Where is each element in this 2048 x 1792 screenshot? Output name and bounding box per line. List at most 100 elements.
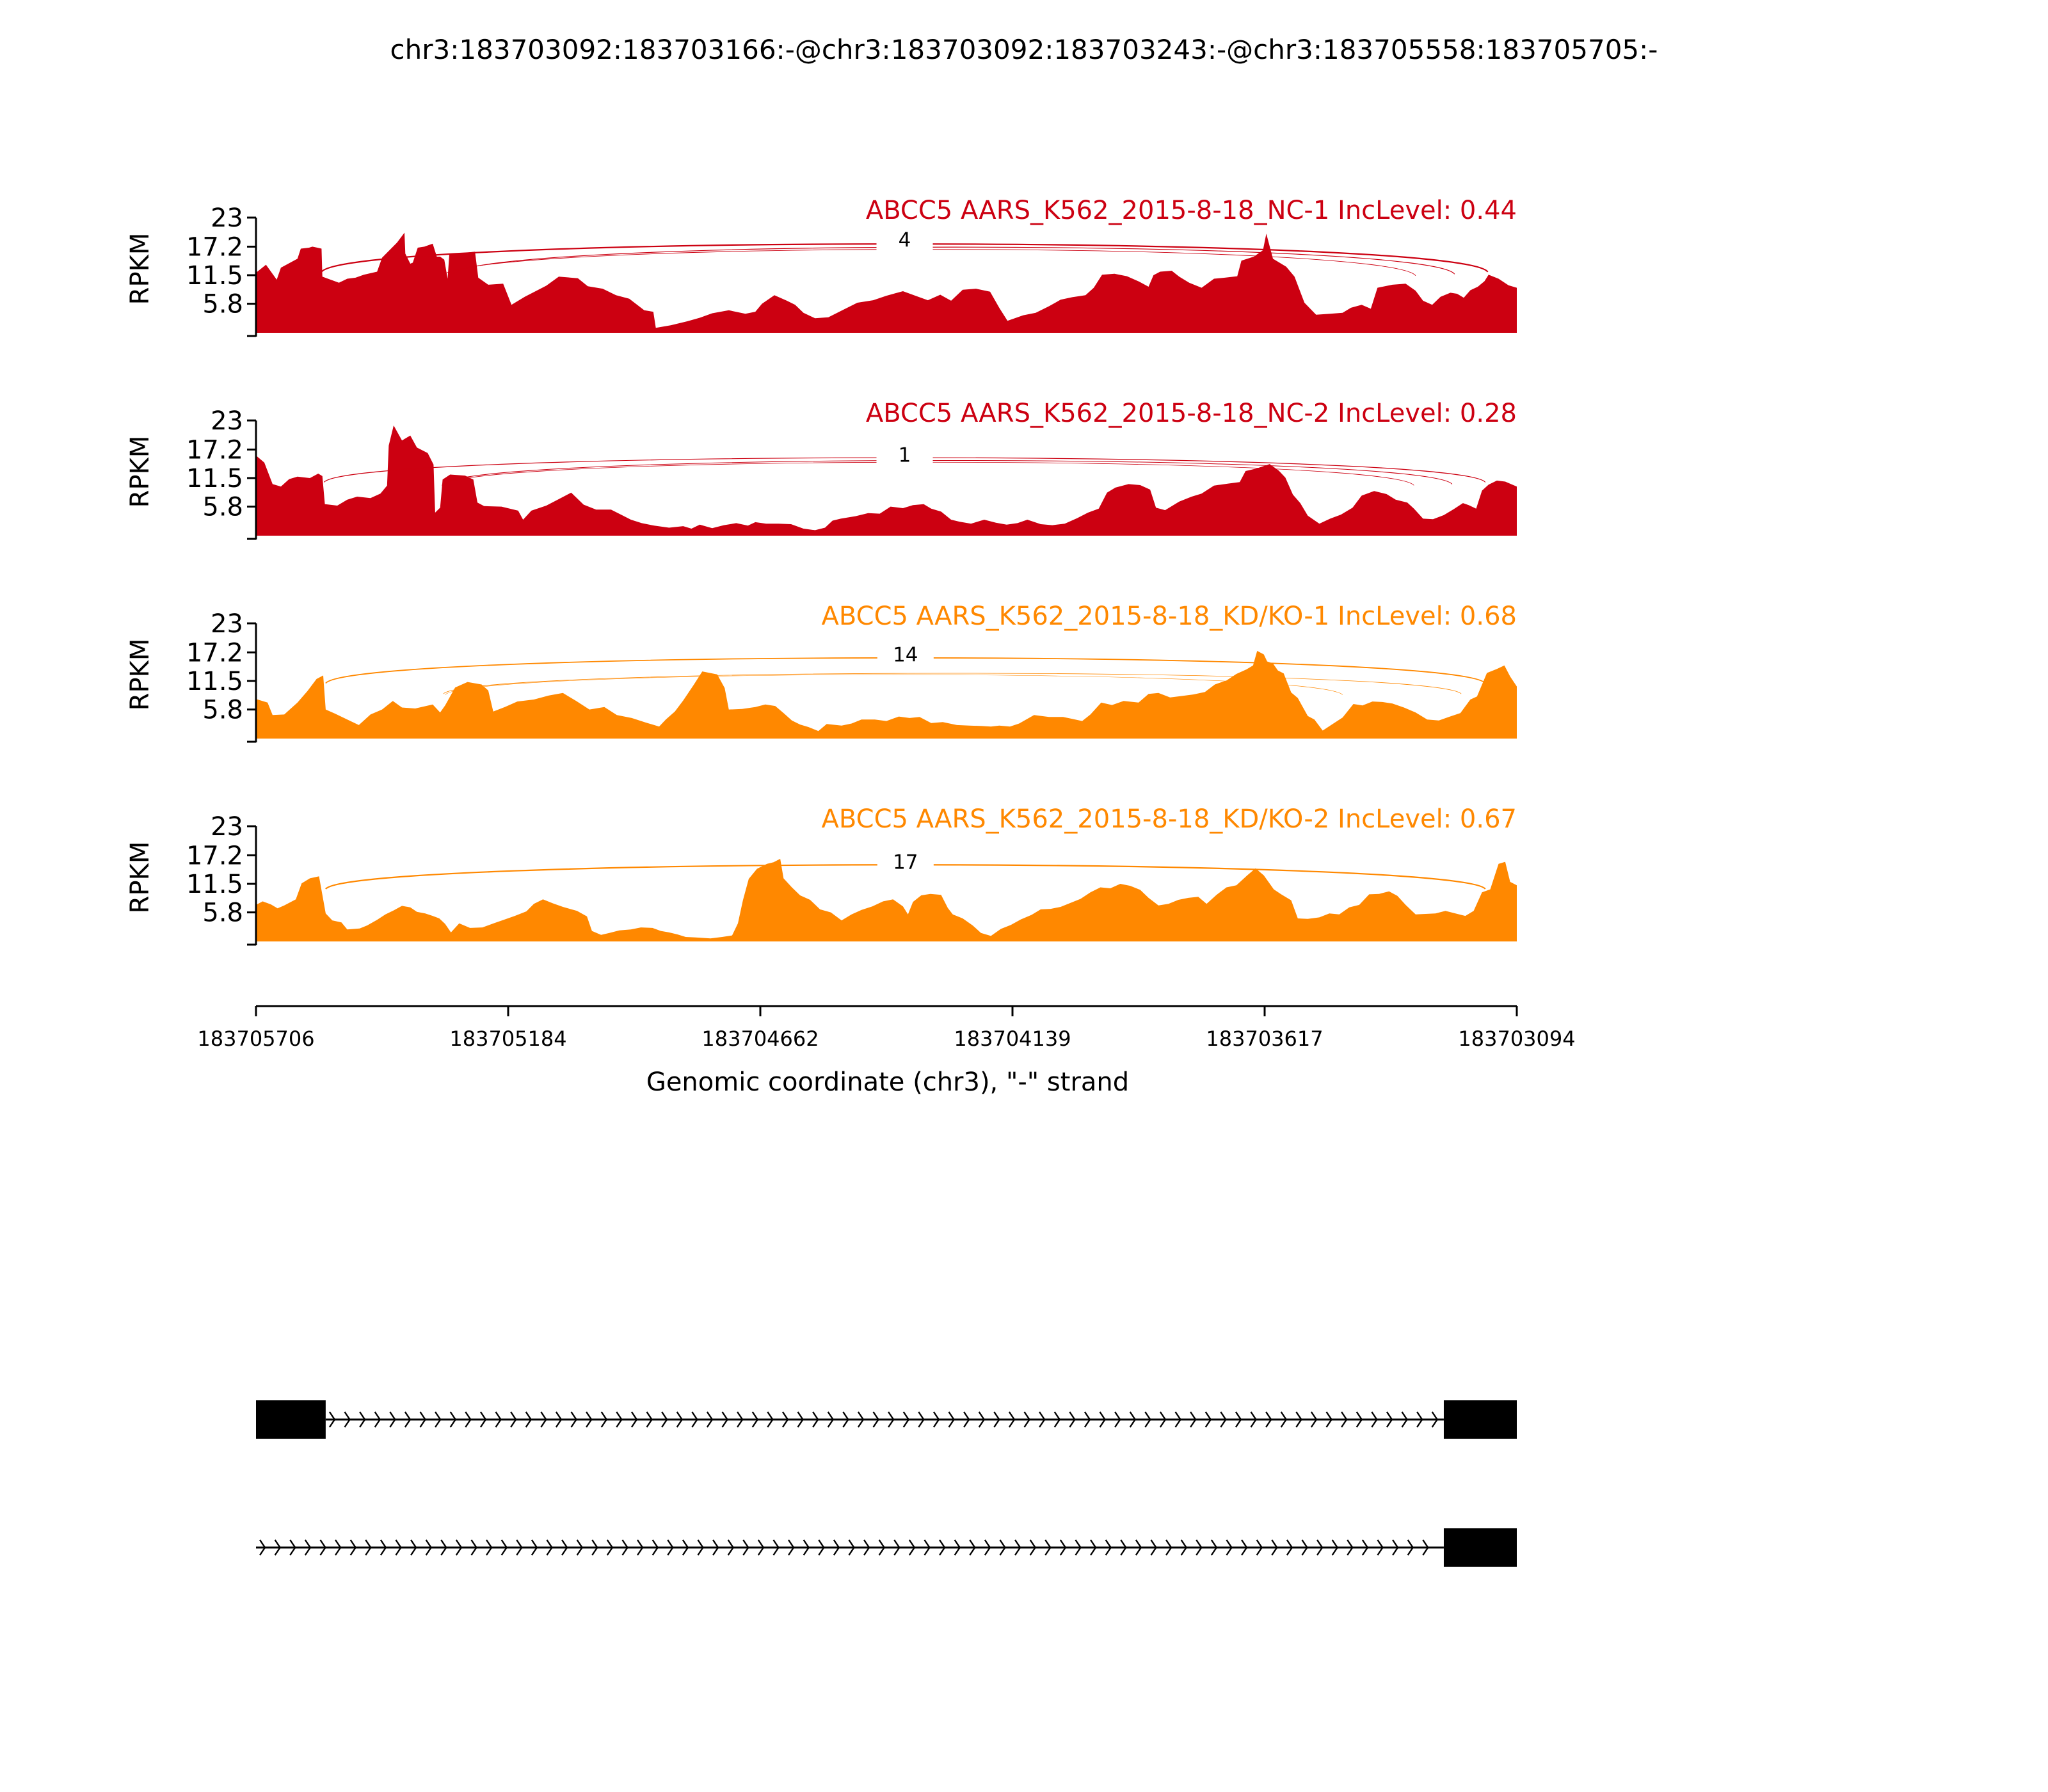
strand-chevron	[969, 1539, 976, 1556]
strand-chevron	[1325, 1411, 1332, 1428]
junction-arc-2	[443, 673, 1462, 694]
strand-chevron	[359, 1411, 366, 1428]
strand-chevron	[661, 1411, 668, 1428]
track-title: ABCC5 AARS_K562_2015-8-18_KD/KO-1 IncLev…	[822, 602, 1517, 631]
strand-chevron	[335, 1539, 342, 1556]
strand-chevron	[1150, 1539, 1157, 1556]
y-tick-label: 23	[211, 812, 243, 842]
track-title: ABCC5 AARS_K562_2015-8-18_KD/KO-2 IncLev…	[822, 804, 1517, 834]
strand-chevron	[486, 1539, 493, 1556]
strand-chevron	[1084, 1411, 1091, 1428]
strand-chevron	[939, 1539, 946, 1556]
strand-chevron	[737, 1411, 744, 1428]
strand-chevron	[630, 1411, 638, 1428]
strand-chevron	[561, 1539, 568, 1556]
strand-chevron	[1204, 1411, 1212, 1428]
strand-chevron	[395, 1539, 402, 1556]
strand-chevron	[727, 1539, 735, 1556]
strand-chevron	[1135, 1539, 1142, 1556]
strand-chevron	[706, 1411, 714, 1428]
strand-chevron	[1280, 1411, 1288, 1428]
strand-chevron	[591, 1539, 598, 1556]
y-tick-label: 11.5	[186, 464, 243, 493]
strand-chevron	[767, 1411, 774, 1428]
strand-chevron	[440, 1539, 447, 1556]
strand-chevron	[781, 1411, 789, 1428]
strand-chevron	[1431, 1411, 1439, 1428]
coverage-area	[256, 858, 1517, 941]
strand-chevron	[621, 1539, 628, 1556]
strand-chevron	[842, 1411, 849, 1428]
strand-chevron	[691, 1411, 698, 1428]
strand-chevron	[1129, 1411, 1137, 1428]
y-tick-label: 17.2	[186, 841, 243, 870]
coverage-area	[256, 651, 1517, 739]
strand-chevron	[984, 1539, 991, 1556]
gene-model-1	[256, 1400, 1517, 1439]
x-tick-label: 183703094	[1458, 1027, 1575, 1051]
y-tick-label: 5.8	[202, 696, 243, 725]
strand-chevron	[1075, 1539, 1082, 1556]
strand-chevron	[833, 1539, 840, 1556]
y-axis-label: RPKM	[125, 639, 155, 711]
strand-chevron	[1392, 1539, 1399, 1556]
strand-chevron	[757, 1539, 765, 1556]
strand-chevron	[667, 1539, 674, 1556]
strand-chevron	[570, 1411, 577, 1428]
strand-chevron	[954, 1539, 961, 1556]
strand-chevron	[606, 1539, 614, 1556]
strand-chevron	[500, 1539, 508, 1556]
strand-chevron	[1090, 1539, 1097, 1556]
strand-chevron	[872, 1411, 879, 1428]
y-tick-label: 17.2	[186, 232, 243, 262]
x-tick-label: 183705184	[449, 1027, 566, 1051]
strand-chevron	[878, 1539, 886, 1556]
strand-chevron	[803, 1539, 810, 1556]
y-tick-label: 5.8	[202, 290, 243, 319]
strand-chevron	[555, 1411, 563, 1428]
strand-chevron	[993, 1411, 1000, 1428]
strand-chevron	[1271, 1539, 1278, 1556]
strand-chevron	[818, 1539, 825, 1556]
track-title: ABCC5 AARS_K562_2015-8-18_NC-1 IncLevel:…	[866, 196, 1517, 225]
strand-chevron	[676, 1411, 684, 1428]
strand-chevron	[1416, 1411, 1423, 1428]
strand-chevron	[1341, 1411, 1348, 1428]
junction-count-label: 4	[899, 229, 911, 252]
y-tick-label: 5.8	[202, 899, 243, 928]
y-tick-label: 23	[211, 204, 243, 233]
strand-chevron	[1099, 1411, 1106, 1428]
strand-chevron	[380, 1539, 387, 1556]
strand-chevron	[1180, 1539, 1188, 1556]
strand-chevron	[1250, 1411, 1257, 1428]
figure-title: chr3:183703092:183703166:-@chr3:18370309…	[390, 34, 1658, 65]
strand-chevron	[1371, 1411, 1378, 1428]
strand-chevron	[455, 1539, 463, 1556]
y-tick-label: 23	[211, 406, 243, 436]
strand-chevron	[857, 1411, 865, 1428]
strand-chevron	[1361, 1539, 1369, 1556]
strand-chevron	[1386, 1411, 1393, 1428]
coverage-area	[256, 425, 1517, 536]
strand-chevron	[978, 1411, 986, 1428]
strand-chevron	[999, 1539, 1006, 1556]
strand-chevron	[1165, 1539, 1172, 1556]
strand-chevron	[470, 1539, 477, 1556]
strand-chevron	[1196, 1539, 1203, 1556]
strand-chevron	[682, 1539, 689, 1556]
strand-chevron	[1286, 1539, 1293, 1556]
strand-chevron	[389, 1411, 396, 1428]
strand-chevron	[1235, 1411, 1242, 1428]
strand-chevron	[1316, 1539, 1324, 1556]
strand-chevron	[1377, 1539, 1384, 1556]
strand-chevron	[1220, 1411, 1227, 1428]
junction-label-box	[877, 847, 934, 874]
strand-chevron	[586, 1411, 593, 1428]
gene-model-2	[256, 1528, 1517, 1567]
strand-chevron	[404, 1411, 412, 1428]
strand-chevron	[1401, 1411, 1408, 1428]
strand-chevron	[646, 1411, 653, 1428]
